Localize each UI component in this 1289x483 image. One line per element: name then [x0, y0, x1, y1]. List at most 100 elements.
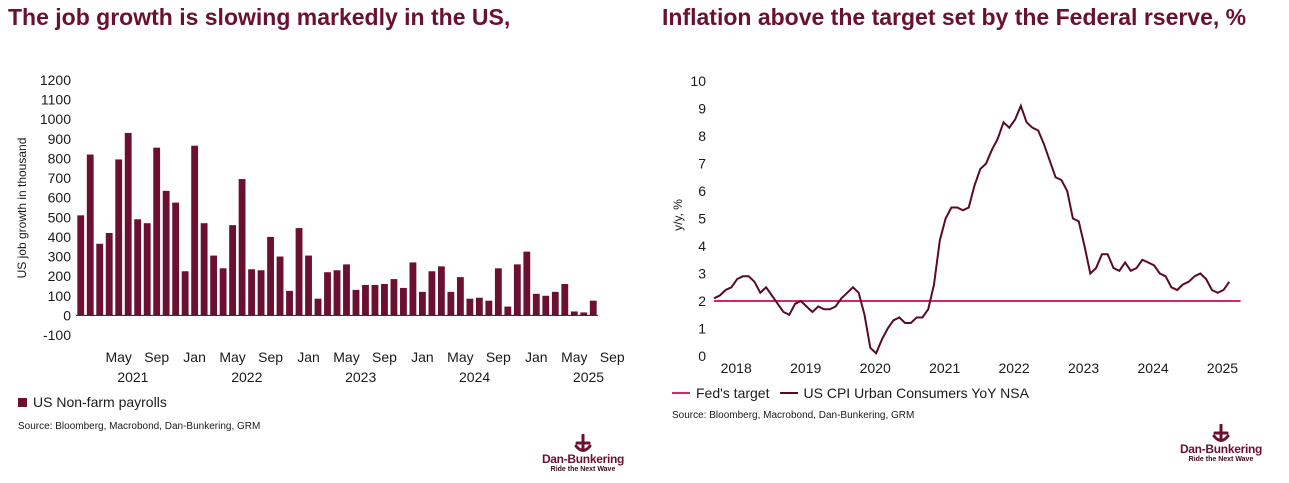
bar-2024-06: [466, 298, 474, 316]
y-tick-label: 1000: [40, 111, 71, 127]
left-bars: [77, 132, 597, 316]
legend-label-cpi: US CPI Urban Consumers YoY NSA: [803, 385, 1029, 401]
bar-2023-10: [390, 279, 398, 316]
x-year-tick: 2020: [860, 360, 891, 376]
right-y-ticks: 0 1 2 3 4 5 6 7 8 9 10: [690, 73, 706, 364]
bar-2022-12: [295, 228, 303, 316]
bar-2024-11: [513, 264, 521, 316]
y-tick-label: 0: [698, 348, 706, 364]
bar-2022-11: [286, 290, 293, 316]
x-month-tick: Sep: [600, 349, 625, 365]
bar-2022-02: [200, 223, 208, 316]
bar-2021-04: [105, 233, 113, 316]
y-tick-label: 5: [698, 211, 706, 227]
y-tick-label: 400: [48, 229, 72, 245]
bar-2023-07: [362, 284, 369, 316]
legend-label-payrolls: US Non-farm payrolls: [33, 394, 167, 410]
y-tick-label: 7: [698, 156, 706, 172]
y-tick-label: 1100: [41, 92, 71, 108]
anchor-logo-icon: [1212, 424, 1230, 442]
y-tick-label: 8: [698, 128, 706, 144]
bar-2022-05: [229, 225, 237, 316]
bar-2021-11: [172, 202, 180, 316]
logo-name: Dan-Bunkering: [541, 452, 625, 466]
bar-2024-05: [456, 277, 464, 316]
bar-2022-06: [238, 179, 246, 316]
bar-2023-04: [333, 270, 341, 316]
legend-label-target: Fed's target: [696, 385, 770, 401]
x-month-tick: May: [105, 349, 131, 365]
left-x-ticks: May Sep Jan May Sep Jan May Sep Jan May Sep Jan May S…: [105, 349, 624, 385]
x-month-tick: Sep: [486, 349, 511, 365]
bar-2024-01: [419, 291, 426, 316]
left-chart-title: The job growth is slowing markedly in th…: [8, 4, 511, 30]
bar-2022-04: [219, 268, 227, 316]
y-tick-label: 4: [698, 238, 706, 254]
x-year-tick: 2019: [790, 360, 821, 376]
bar-2023-05: [343, 264, 350, 316]
y-tick-label: 500: [48, 209, 72, 225]
bar-2024-03: [437, 266, 445, 316]
legend-swatch-target: [672, 392, 690, 394]
right-chart-plot: y/y, % 0 1 2 3 4 5 6 7 8 9 10 2018 2019 2020 2021 2022…: [671, 73, 1241, 376]
y-tick-label: 2: [698, 293, 706, 309]
bar-2024-02: [428, 271, 436, 316]
bar-2025-07: [589, 300, 597, 316]
logo-name: Dan-Bunkering: [1179, 442, 1263, 456]
x-month-tick: May: [333, 349, 359, 365]
y-tick-label: 900: [48, 131, 72, 147]
x-month-tick: Jan: [411, 349, 434, 365]
x-year-tick: 2023: [1068, 360, 1099, 376]
y-tick-label: 9: [698, 101, 706, 117]
logo-right: Dan-Bunkering Ride the Next Wave: [1171, 424, 1271, 463]
logo-left: Dan-Bunkering Ride the Next Wave: [533, 434, 633, 473]
y-tick-label: 800: [48, 150, 72, 166]
y-tick-label: 3: [698, 266, 706, 282]
left-y-axis-label: US job growth in thousand: [15, 138, 29, 279]
y-tick-label: -100: [43, 327, 71, 343]
x-month-tick: Sep: [144, 349, 169, 365]
bar-2024-07: [475, 297, 483, 316]
bar-2024-10: [504, 306, 512, 316]
x-year-tick: 2022: [231, 369, 262, 385]
x-year-tick: 2018: [721, 360, 752, 376]
bar-2023-01: [305, 255, 312, 316]
right-y-axis-label: y/y, %: [671, 199, 685, 231]
bar-2022-01: [191, 145, 199, 316]
left-chart-plot: US job growth in thousand -100 0 100 200 300…: [15, 72, 625, 385]
bar-2025-03: [551, 291, 559, 316]
bar-2021-09: [153, 147, 161, 316]
y-tick-label: 1: [698, 321, 706, 337]
left-legend: US Non-farm payrolls: [18, 394, 167, 410]
y-tick-label: 1200: [40, 72, 71, 88]
bar-2025-02: [542, 295, 550, 316]
bar-2025-06: [580, 312, 588, 316]
bar-2025-04: [561, 284, 569, 316]
y-tick-label: 100: [48, 288, 72, 304]
y-tick-label: 200: [48, 268, 72, 284]
x-month-tick: Jan: [525, 349, 548, 365]
left-source: Source: Bloomberg, Macrobond, Dan-Bunker…: [18, 421, 261, 432]
x-year-tick: 2025: [573, 369, 604, 385]
bar-2022-03: [210, 255, 218, 316]
cpi-line: [713, 103, 1231, 356]
logo-tagline: Ride the Next Wave: [550, 466, 616, 473]
x-year-tick: 2024: [459, 369, 490, 385]
bar-2021-07: [134, 219, 142, 316]
x-month-tick: May: [447, 349, 473, 365]
bar-2021-12: [181, 271, 189, 316]
x-year-tick: 2023: [345, 369, 376, 385]
x-month-tick: May: [561, 349, 587, 365]
bar-2021-01: [77, 215, 85, 316]
bar-2021-02: [86, 154, 94, 316]
x-month-tick: Jan: [297, 349, 320, 365]
y-tick-label: 300: [48, 249, 72, 265]
bar-2023-03: [324, 272, 331, 316]
y-tick-label: 0: [63, 307, 71, 323]
right-source: Source: Bloomberg, Macrobond, Dan-Bunker…: [672, 410, 915, 421]
bar-2025-01: [532, 293, 540, 316]
y-tick-label: 600: [48, 190, 72, 206]
bar-2023-09: [381, 284, 388, 316]
bar-2024-09: [494, 268, 502, 316]
x-year-tick: 2021: [117, 369, 148, 385]
